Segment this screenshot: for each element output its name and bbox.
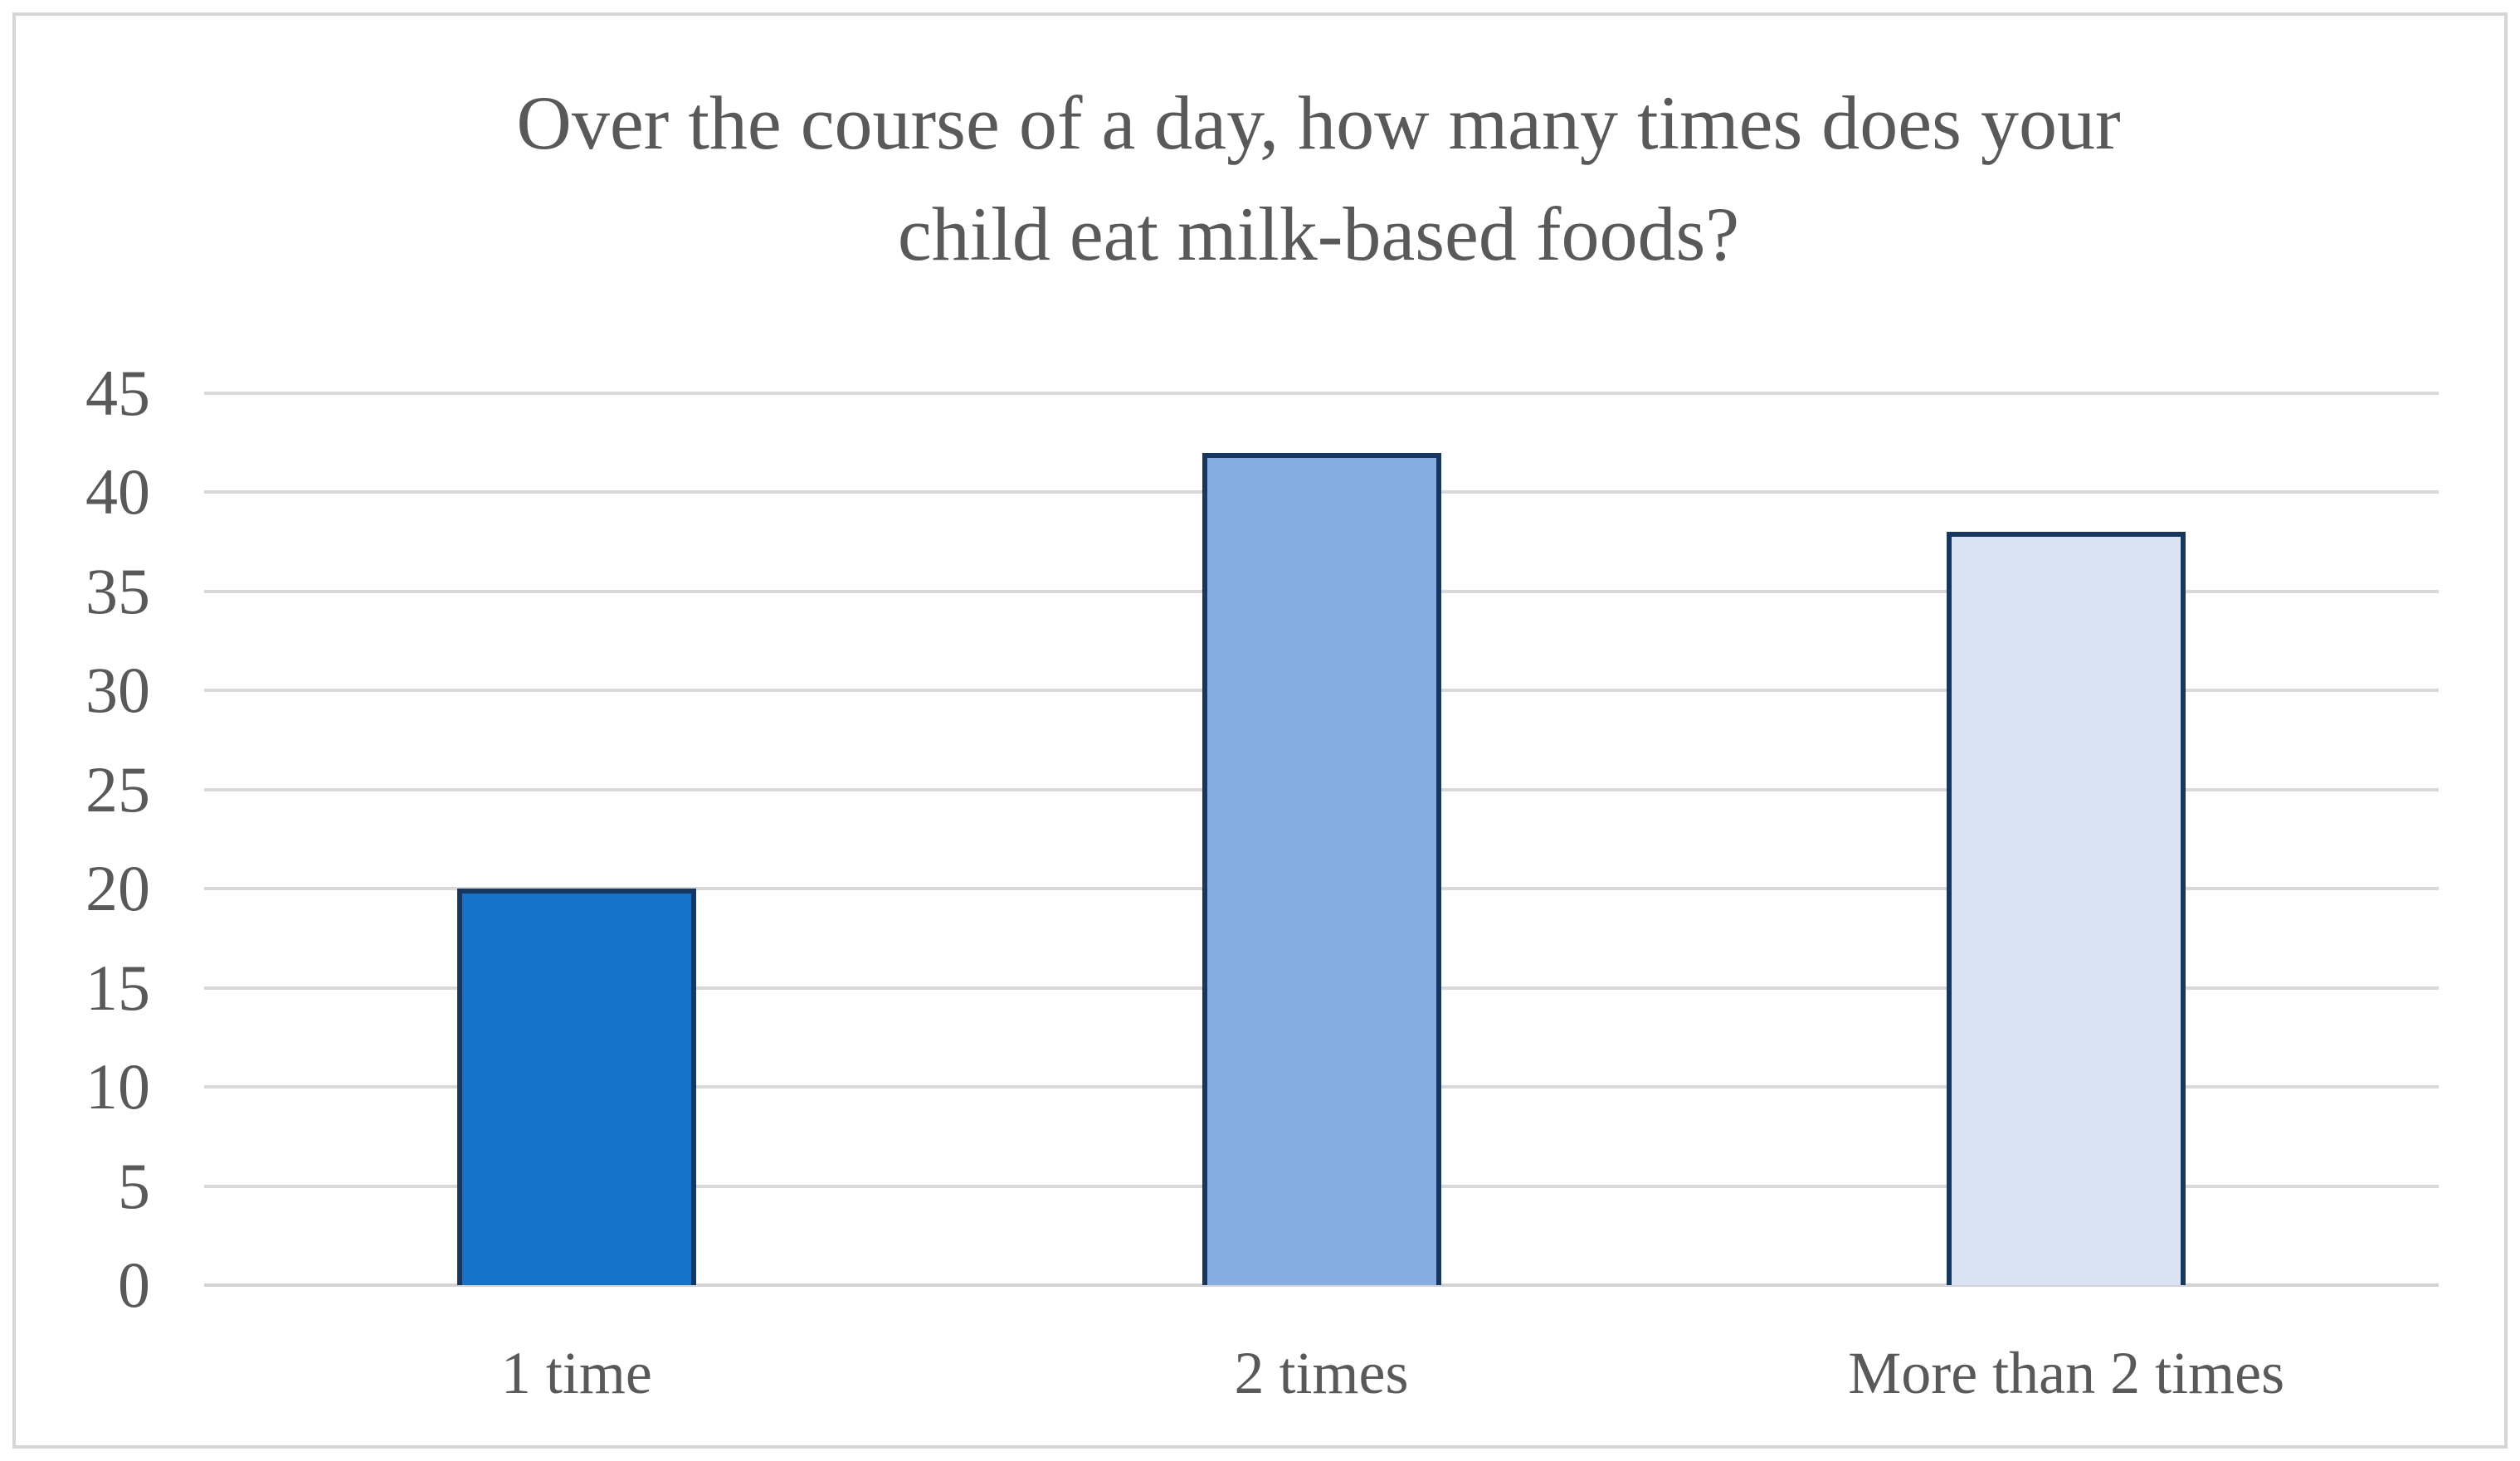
gridline [204,392,2439,395]
y-tick-label-20: 20 [85,852,150,925]
chart-title-line-1: Over the course of a day, how many times… [516,80,2121,165]
plot-area [204,392,2439,1287]
y-tick-label-30: 30 [85,654,150,727]
y-tick-label-40: 40 [85,455,150,528]
bar-more-than-2-times [1947,532,2186,1285]
bar-2-times [1202,452,1441,1285]
chart-title-line-2: child eat milk-based foods? [897,192,1740,276]
x-category-label-more-than-2-times: More than 2 times [1848,1340,2285,1406]
y-tick-label-5: 5 [118,1149,150,1222]
y-tick-label-25: 25 [85,752,150,825]
x-category-label-1-time: 1 time [500,1340,652,1406]
y-tick-label-15: 15 [85,951,150,1024]
x-category-label-2-times: 2 times [1234,1340,1409,1406]
x-axis-line [204,1283,2439,1287]
bar-1-time [456,889,696,1285]
chart-frame: Over the course of a day, how many times… [12,12,2508,1449]
y-tick-label-35: 35 [85,554,150,627]
y-tick-label-45: 45 [85,357,150,429]
y-tick-label-0: 0 [118,1249,150,1321]
chart-title: Over the course of a day, how many times… [290,67,2347,290]
y-tick-label-10: 10 [85,1050,150,1123]
